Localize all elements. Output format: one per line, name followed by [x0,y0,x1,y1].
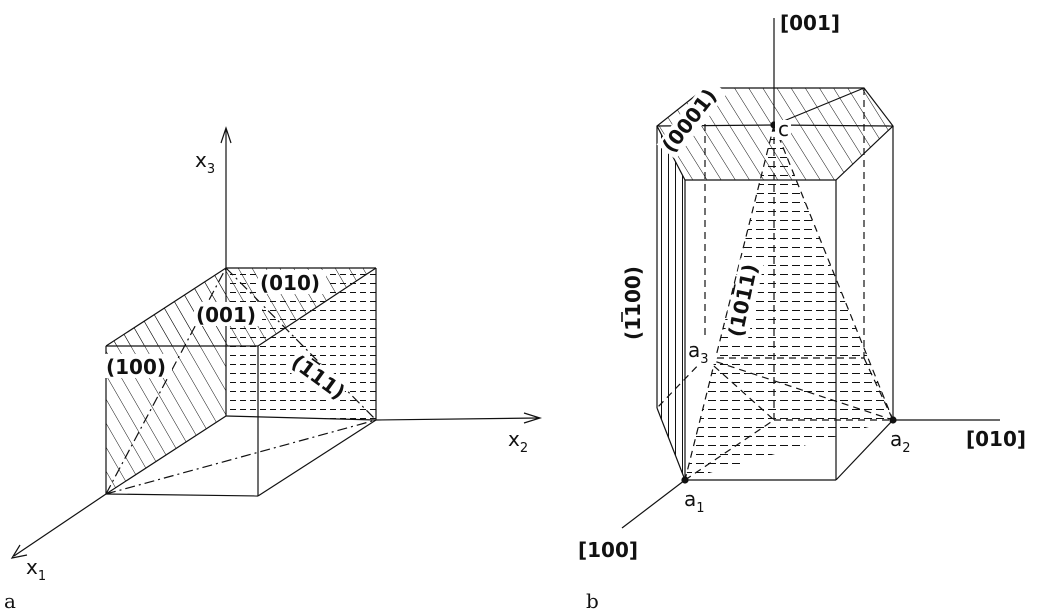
edge [835,419,894,481]
point-a1 [681,476,689,484]
point-a2-label: a2 [890,427,911,456]
face-1100-hatch [657,126,685,480]
edge [105,493,259,497]
direction-001-label: [001] [780,11,840,35]
caption-b: b [586,589,599,612]
x3-label: x3 [195,148,215,177]
plane-100-label: (100) [106,355,166,379]
x2-axis [375,417,539,421]
panel-a [10,126,543,559]
plane-1100-label: (1100) [621,266,645,340]
edge [257,419,377,497]
overbar [311,358,321,366]
point-a1-label: a1 [684,487,705,516]
x1-axis [13,493,107,557]
label-bg [104,270,326,378]
dashdot-line [105,419,377,495]
dashdot-line [225,267,377,421]
direction-100-label: [100] [578,538,638,562]
direction-010-label: [010] [966,427,1026,451]
point-c-label: c [778,117,789,141]
face-1011-hatch [685,125,893,480]
point-a2 [889,416,897,424]
x2-arrowhead [523,412,543,424]
plane-001-label: (001) [196,303,256,327]
panel-a-labels: x3 x2 x1 (010) (001) (100) (111) a [4,148,528,612]
top-inner-line [773,124,894,127]
x3-arrowhead [220,126,232,144]
overbar [732,284,736,295]
point-a3-label: a3 [688,338,709,367]
dashdot-line [105,267,227,495]
x2-label: x2 [508,427,528,456]
axis-100 [621,479,686,529]
hidden-edge [704,357,775,421]
hidden-edge [773,124,894,421]
caption-a: a [4,589,16,612]
hidden-edge [704,357,894,421]
x1-label: x1 [26,555,46,584]
edge [105,415,227,495]
top-inner-line [773,87,865,126]
x1-arrowhead [10,544,28,559]
plane-010-label: (010) [260,271,320,295]
edge [257,267,377,347]
edge [105,267,227,347]
edge [656,407,686,481]
hidden-edge [684,419,775,481]
panel-b [621,18,1000,529]
edge [225,415,377,421]
hidden-edge [684,124,775,481]
